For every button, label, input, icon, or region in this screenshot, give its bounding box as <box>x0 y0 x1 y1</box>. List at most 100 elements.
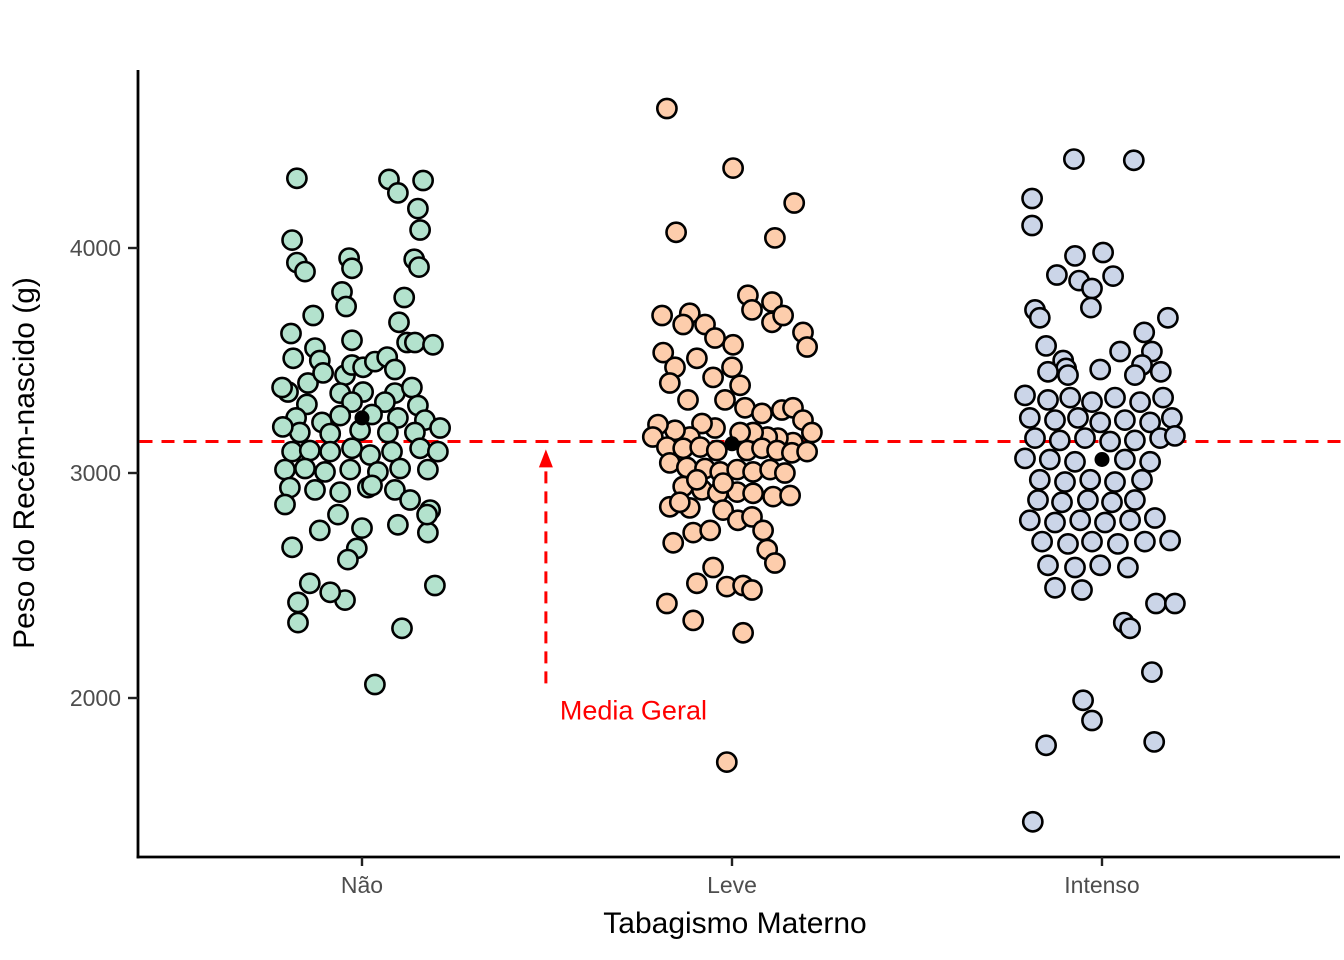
data-point <box>416 458 439 481</box>
data-point <box>1101 491 1123 514</box>
data-point <box>1064 450 1086 473</box>
data-point <box>712 499 735 522</box>
data-point <box>1164 424 1186 447</box>
data-point <box>1064 556 1086 579</box>
data-point <box>1119 509 1142 532</box>
data-point <box>1044 576 1066 599</box>
mean-annotation: Media Geral <box>538 449 707 725</box>
y-tick-label-2000: 2000 <box>70 685 121 711</box>
group-mean-dot <box>724 436 740 452</box>
data-point <box>388 311 410 334</box>
data-point <box>722 333 745 356</box>
data-point <box>779 484 802 507</box>
data-point <box>1114 448 1136 471</box>
data-point <box>319 422 342 445</box>
data-point <box>1054 471 1076 493</box>
data-point <box>1037 388 1059 411</box>
data-point <box>408 256 430 279</box>
data-point <box>294 457 316 480</box>
data-point <box>386 513 409 536</box>
data-point <box>287 591 309 614</box>
data-point <box>1119 617 1142 640</box>
mean-arrow-head <box>538 449 553 468</box>
data-point <box>319 440 342 463</box>
data-point <box>422 333 444 356</box>
data-point <box>383 358 406 381</box>
y-tick-label-4000: 4000 <box>70 235 121 261</box>
data-point <box>705 439 728 462</box>
data-point <box>412 169 435 192</box>
data-point <box>423 574 446 597</box>
data-point <box>416 503 439 526</box>
data-point <box>409 219 432 241</box>
data-point <box>1046 264 1068 286</box>
data-point <box>741 579 763 601</box>
data-point <box>764 226 786 249</box>
data-point <box>714 388 736 411</box>
data-point <box>1129 391 1152 414</box>
data-point <box>796 336 819 358</box>
data-point <box>1028 306 1051 329</box>
data-point <box>1152 386 1175 409</box>
data-point <box>1064 244 1086 267</box>
data-point <box>1018 406 1041 429</box>
data-point <box>704 327 726 349</box>
data-point <box>271 376 294 399</box>
data-point <box>1124 429 1146 452</box>
data-point <box>715 751 738 774</box>
data-point <box>426 440 449 463</box>
data-point <box>341 437 363 460</box>
x-tick-label-intenso: Intenso <box>1064 872 1139 898</box>
data-point <box>274 458 296 481</box>
data-point <box>796 440 819 463</box>
y-axis-title: Peso do Recém-nascido (g) <box>8 277 41 649</box>
data-point <box>1072 689 1095 712</box>
data-point <box>752 519 775 542</box>
data-point <box>1081 391 1103 414</box>
data-point <box>1089 554 1112 577</box>
data-point <box>383 478 406 501</box>
data-point <box>774 462 796 484</box>
data-point <box>341 391 363 414</box>
data-point <box>1141 661 1163 684</box>
data-point <box>1077 489 1099 511</box>
data-point <box>783 192 806 214</box>
data-point <box>1063 148 1085 171</box>
data-point <box>389 457 412 480</box>
data-point <box>677 388 699 411</box>
data-point <box>686 347 708 370</box>
data-point <box>1164 592 1186 615</box>
data-point <box>339 458 362 481</box>
data-point <box>1099 430 1122 453</box>
data-point <box>1094 511 1116 534</box>
data-point <box>1037 360 1059 383</box>
data-point <box>1122 149 1145 172</box>
data-point <box>298 572 321 595</box>
data-point <box>1133 321 1156 344</box>
data-point <box>1104 386 1126 409</box>
data-point <box>373 391 396 414</box>
data-point <box>699 519 722 542</box>
data-point <box>403 331 426 354</box>
data-point <box>702 366 725 389</box>
data-point <box>742 482 765 505</box>
data-point <box>1107 533 1129 555</box>
data-point <box>416 521 439 544</box>
data-point <box>308 519 331 542</box>
data-point <box>391 617 413 640</box>
data-point <box>751 402 773 425</box>
data-point <box>1038 448 1061 471</box>
data-point <box>721 356 743 379</box>
data-point <box>1080 296 1102 319</box>
data-point <box>312 361 335 384</box>
data-point <box>651 304 674 327</box>
data-point <box>274 493 296 516</box>
data-point <box>281 440 304 463</box>
group-means-layer <box>354 410 1110 467</box>
data-point <box>406 197 429 220</box>
data-point <box>1021 214 1044 237</box>
data-point <box>294 260 316 283</box>
data-point <box>304 478 326 501</box>
data-point <box>393 286 416 309</box>
